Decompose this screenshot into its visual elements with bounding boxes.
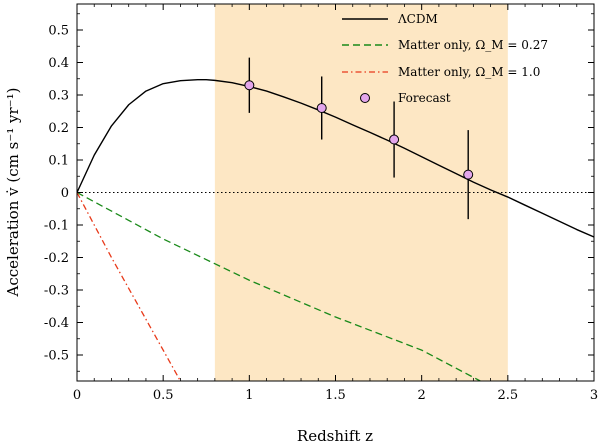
y-tick-label: 0.2 <box>48 121 69 136</box>
y-tick-label: 0.1 <box>48 154 69 169</box>
legend-label-matter-027: Matter only, Ω_M = 0.27 <box>398 38 548 52</box>
legend-swatch-forecast <box>360 93 370 103</box>
y-tick-label: -0.2 <box>44 251 69 266</box>
series-matter-10 <box>77 192 181 381</box>
y-tick-label: 0.3 <box>48 89 69 104</box>
x-tick-label: 0.5 <box>153 388 174 403</box>
x-tick-label: 3 <box>590 388 598 403</box>
x-tick-label: 2.5 <box>497 388 518 403</box>
y-tick-label: 0.4 <box>48 56 69 71</box>
x-axis-label: Redshift z <box>297 427 373 445</box>
x-tick-label: 1.5 <box>325 388 346 403</box>
y-tick-label: -0.1 <box>44 219 69 234</box>
x-tick-label: 1 <box>245 388 253 403</box>
forecast-point <box>244 80 255 91</box>
legend-label-lcdm: ΛCDM <box>397 12 438 26</box>
y-tick-label: -0.3 <box>44 284 69 299</box>
forecast-point <box>389 134 400 145</box>
y-axis-label: Acceleration v̇ (cm s⁻¹ yr⁻¹) <box>4 88 22 298</box>
y-tick-label: -0.5 <box>44 349 69 364</box>
legend-label-matter-10: Matter only, Ω_M = 1.0 <box>398 65 540 79</box>
y-tick-label: 0.5 <box>48 24 69 39</box>
legend-label-forecast: Forecast <box>398 91 451 105</box>
forecast-point <box>316 103 327 113</box>
forecast-point <box>463 169 474 180</box>
x-tick-label: 2 <box>418 388 426 403</box>
legend: ΛCDM Matter only, Ω_M = 0.27 Matter only… <box>342 12 548 105</box>
y-tick-label: 0 <box>61 186 69 201</box>
y-tick-label: -0.4 <box>44 316 69 331</box>
series-matter-027 <box>77 191 481 381</box>
series-lcdm <box>77 79 594 238</box>
x-tick-label: 0 <box>73 388 81 403</box>
